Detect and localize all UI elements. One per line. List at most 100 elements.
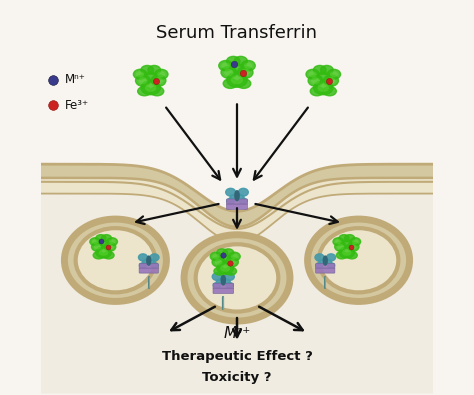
Ellipse shape — [314, 81, 333, 95]
Ellipse shape — [345, 235, 355, 242]
Ellipse shape — [231, 254, 238, 259]
Ellipse shape — [101, 235, 111, 242]
Ellipse shape — [349, 244, 356, 250]
Ellipse shape — [214, 267, 226, 275]
Ellipse shape — [310, 87, 324, 96]
Ellipse shape — [311, 77, 320, 84]
FancyBboxPatch shape — [227, 204, 247, 209]
Ellipse shape — [327, 77, 336, 84]
Ellipse shape — [308, 75, 323, 86]
Ellipse shape — [133, 69, 147, 79]
Ellipse shape — [107, 238, 118, 246]
Ellipse shape — [346, 252, 357, 259]
Ellipse shape — [337, 252, 347, 259]
Ellipse shape — [93, 252, 104, 259]
Ellipse shape — [230, 195, 237, 200]
Ellipse shape — [226, 188, 236, 196]
Polygon shape — [41, 164, 433, 229]
Ellipse shape — [309, 71, 317, 77]
Ellipse shape — [327, 69, 341, 79]
Ellipse shape — [220, 255, 230, 262]
Ellipse shape — [104, 242, 116, 251]
FancyBboxPatch shape — [139, 268, 158, 273]
Ellipse shape — [308, 219, 410, 301]
Polygon shape — [41, 194, 433, 393]
FancyBboxPatch shape — [213, 288, 234, 293]
Ellipse shape — [225, 267, 237, 275]
Ellipse shape — [150, 254, 159, 261]
Ellipse shape — [325, 260, 332, 265]
Ellipse shape — [216, 279, 223, 284]
Ellipse shape — [157, 71, 165, 77]
Ellipse shape — [237, 195, 244, 200]
Ellipse shape — [227, 56, 240, 66]
Ellipse shape — [100, 240, 108, 247]
Ellipse shape — [142, 260, 149, 265]
Ellipse shape — [96, 235, 106, 242]
Ellipse shape — [91, 242, 103, 251]
FancyBboxPatch shape — [316, 263, 335, 269]
FancyBboxPatch shape — [227, 199, 247, 205]
Ellipse shape — [145, 83, 156, 92]
Ellipse shape — [221, 275, 225, 285]
Ellipse shape — [223, 79, 237, 88]
Ellipse shape — [217, 262, 234, 274]
Ellipse shape — [237, 66, 253, 78]
Ellipse shape — [234, 56, 247, 66]
Ellipse shape — [154, 77, 163, 84]
Ellipse shape — [109, 239, 115, 244]
Ellipse shape — [90, 238, 100, 246]
FancyBboxPatch shape — [139, 263, 158, 269]
Ellipse shape — [337, 244, 344, 250]
Ellipse shape — [155, 69, 168, 79]
Ellipse shape — [221, 66, 237, 78]
Ellipse shape — [335, 239, 342, 244]
Ellipse shape — [212, 257, 225, 267]
Text: Toxicity ?: Toxicity ? — [202, 371, 272, 384]
Ellipse shape — [343, 240, 351, 247]
FancyBboxPatch shape — [213, 283, 234, 289]
Ellipse shape — [223, 279, 230, 284]
Ellipse shape — [228, 252, 240, 261]
Ellipse shape — [217, 249, 228, 257]
Ellipse shape — [139, 263, 146, 268]
Ellipse shape — [141, 66, 154, 75]
Ellipse shape — [221, 62, 230, 69]
Ellipse shape — [220, 264, 230, 272]
Ellipse shape — [210, 252, 222, 261]
Ellipse shape — [223, 249, 234, 257]
Ellipse shape — [237, 79, 251, 88]
Ellipse shape — [151, 263, 158, 268]
Ellipse shape — [96, 247, 111, 258]
Ellipse shape — [318, 72, 328, 81]
Ellipse shape — [212, 273, 222, 280]
Ellipse shape — [352, 239, 358, 244]
Ellipse shape — [138, 254, 147, 261]
Polygon shape — [41, 178, 433, 243]
Ellipse shape — [240, 69, 250, 76]
Ellipse shape — [149, 260, 155, 265]
Ellipse shape — [350, 238, 361, 246]
Ellipse shape — [316, 263, 323, 268]
Ellipse shape — [235, 191, 239, 201]
Ellipse shape — [239, 198, 247, 204]
Ellipse shape — [225, 273, 234, 280]
Ellipse shape — [151, 75, 166, 86]
Ellipse shape — [147, 256, 151, 265]
Ellipse shape — [327, 254, 336, 261]
Ellipse shape — [238, 188, 248, 196]
Text: Fe³⁺: Fe³⁺ — [65, 99, 89, 112]
Ellipse shape — [138, 77, 147, 84]
FancyBboxPatch shape — [316, 268, 335, 273]
Ellipse shape — [313, 66, 326, 75]
Ellipse shape — [306, 69, 319, 79]
Text: Therapeutic Effect ?: Therapeutic Effect ? — [162, 350, 312, 363]
Ellipse shape — [76, 228, 155, 292]
Ellipse shape — [228, 259, 236, 265]
Ellipse shape — [64, 219, 166, 301]
Ellipse shape — [136, 75, 150, 86]
Ellipse shape — [227, 198, 235, 204]
Ellipse shape — [241, 60, 255, 71]
Ellipse shape — [324, 75, 338, 86]
Ellipse shape — [231, 75, 243, 84]
